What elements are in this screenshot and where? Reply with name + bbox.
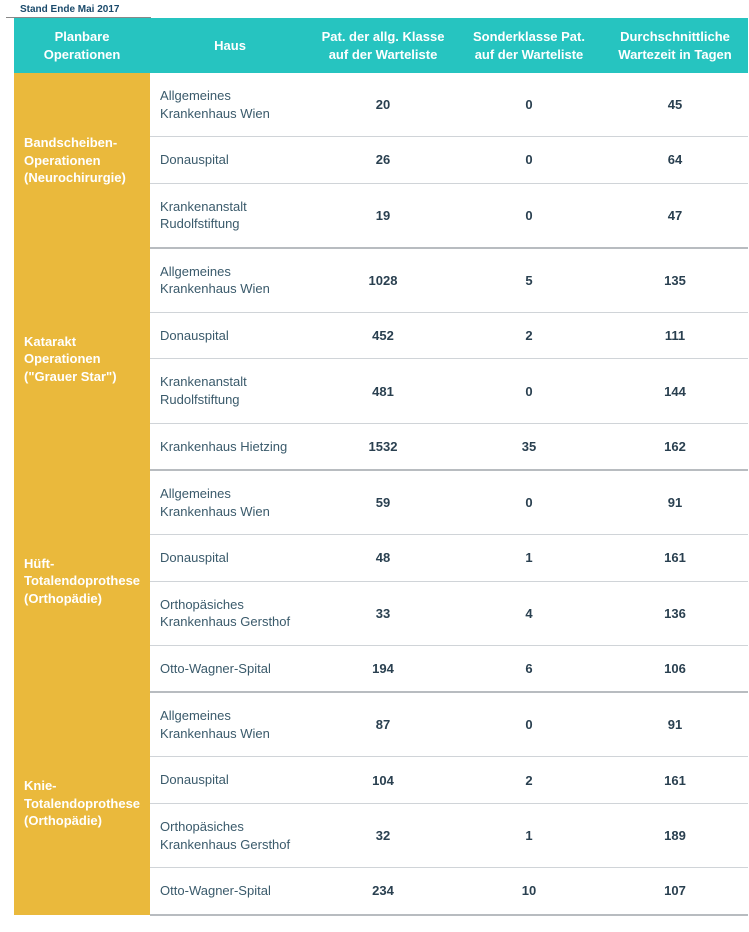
sonder-cell: 2 <box>456 757 602 804</box>
haus-cell: Krankenanstalt Rudolfstiftung <box>150 183 310 248</box>
haus-cell: Allgemeines Krankenhaus Wien <box>150 248 310 313</box>
allg-cell: 59 <box>310 470 456 535</box>
allg-cell: 104 <box>310 757 456 804</box>
tage-cell: 107 <box>602 868 748 915</box>
subtitle-text: Stand Ende Mai 2017 <box>6 0 151 18</box>
group-label: Hüft-Totalendoprothese (Orthopädie) <box>14 470 150 692</box>
sonder-cell: 2 <box>456 312 602 359</box>
sonder-cell: 4 <box>456 581 602 645</box>
tage-cell: 161 <box>602 535 748 582</box>
sonder-cell: 5 <box>456 248 602 313</box>
operations-table: Planbare Operationen Haus Pat. der allg.… <box>14 18 748 916</box>
tage-cell: 111 <box>602 312 748 359</box>
allg-cell: 1532 <box>310 423 456 470</box>
allg-cell: 20 <box>310 73 456 137</box>
table-row: Katarakt Operationen ("Grauer Star") All… <box>14 248 748 313</box>
col-header-haus: Haus <box>150 18 310 73</box>
col-header-allg: Pat. der allg. Klasse auf der Warteliste <box>310 18 456 73</box>
group-label: Knie-Totalendoprothese (Orthopädie) <box>14 692 150 914</box>
allg-cell: 194 <box>310 645 456 692</box>
tage-cell: 136 <box>602 581 748 645</box>
sonder-cell: 1 <box>456 535 602 582</box>
table-row: Hüft-Totalendoprothese (Orthopädie) Allg… <box>14 470 748 535</box>
table-body: Bandscheiben-Operationen (Neurochirurgie… <box>14 73 748 915</box>
tage-cell: 189 <box>602 804 748 868</box>
sonder-cell: 0 <box>456 73 602 137</box>
sonder-cell: 6 <box>456 645 602 692</box>
allg-cell: 48 <box>310 535 456 582</box>
allg-cell: 1028 <box>310 248 456 313</box>
haus-cell: Allgemeines Krankenhaus Wien <box>150 692 310 757</box>
sonder-cell: 0 <box>456 470 602 535</box>
sonder-cell: 0 <box>456 183 602 248</box>
table-row: Bandscheiben-Operationen (Neurochirurgie… <box>14 73 748 137</box>
haus-cell: Donauspital <box>150 137 310 184</box>
allg-cell: 234 <box>310 868 456 915</box>
haus-cell: Donauspital <box>150 757 310 804</box>
haus-cell: Donauspital <box>150 312 310 359</box>
haus-cell: Krankenanstalt Rudolfstiftung <box>150 359 310 423</box>
tage-cell: 106 <box>602 645 748 692</box>
allg-cell: 33 <box>310 581 456 645</box>
haus-cell: Otto-Wagner-Spital <box>150 645 310 692</box>
allg-cell: 26 <box>310 137 456 184</box>
allg-cell: 452 <box>310 312 456 359</box>
tage-cell: 64 <box>602 137 748 184</box>
allg-cell: 87 <box>310 692 456 757</box>
group-label: Katarakt Operationen ("Grauer Star") <box>14 248 150 470</box>
sonder-cell: 0 <box>456 692 602 757</box>
allg-cell: 32 <box>310 804 456 868</box>
allg-cell: 481 <box>310 359 456 423</box>
sonder-cell: 1 <box>456 804 602 868</box>
tage-cell: 162 <box>602 423 748 470</box>
haus-cell: Otto-Wagner-Spital <box>150 868 310 915</box>
table-row: Knie-Totalendoprothese (Orthopädie) Allg… <box>14 692 748 757</box>
tage-cell: 91 <box>602 470 748 535</box>
tage-cell: 161 <box>602 757 748 804</box>
haus-cell: Allgemeines Krankenhaus Wien <box>150 470 310 535</box>
col-header-sonder: Sonderklasse Pat. auf der Warteliste <box>456 18 602 73</box>
haus-cell: Allgemeines Krankenhaus Wien <box>150 73 310 137</box>
haus-cell: Orthopäsiches Krankenhaus Gersthof <box>150 804 310 868</box>
haus-cell: Krankenhaus Hietzing <box>150 423 310 470</box>
header-row: Planbare Operationen Haus Pat. der allg.… <box>14 18 748 73</box>
sonder-cell: 35 <box>456 423 602 470</box>
col-header-wartezeit: Durchschnittliche Wartezeit in Tagen <box>602 18 748 73</box>
haus-cell: Donauspital <box>150 535 310 582</box>
tage-cell: 47 <box>602 183 748 248</box>
tage-cell: 91 <box>602 692 748 757</box>
tage-cell: 45 <box>602 73 748 137</box>
tage-cell: 144 <box>602 359 748 423</box>
sonder-cell: 0 <box>456 359 602 423</box>
tage-cell: 135 <box>602 248 748 313</box>
col-header-operations: Planbare Operationen <box>14 18 150 73</box>
haus-cell: Orthopäsiches Krankenhaus Gersthof <box>150 581 310 645</box>
group-label: Bandscheiben-Operationen (Neurochirurgie… <box>14 73 150 248</box>
allg-cell: 19 <box>310 183 456 248</box>
sonder-cell: 0 <box>456 137 602 184</box>
sonder-cell: 10 <box>456 868 602 915</box>
